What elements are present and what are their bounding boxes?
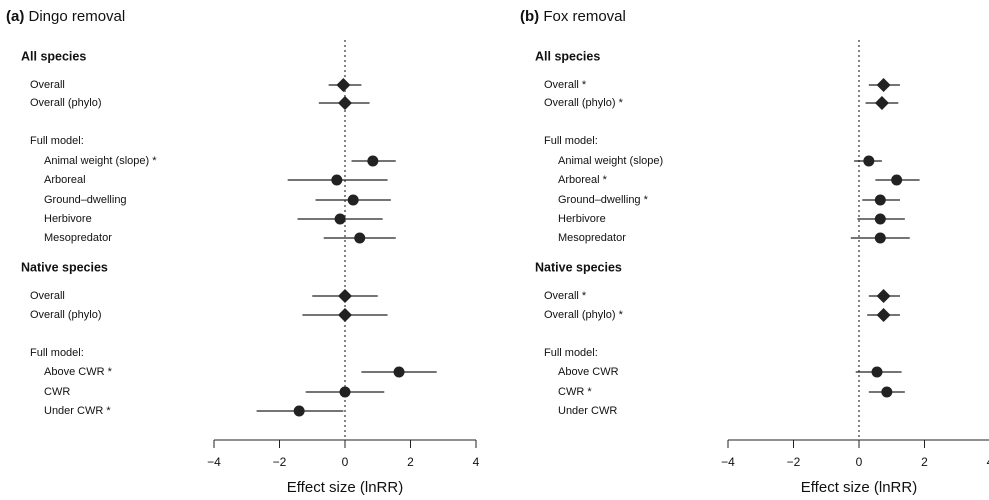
estimate-diamond: [876, 289, 891, 303]
estimate-point: [874, 213, 886, 225]
estimate-point: [871, 366, 883, 378]
estimate-diamond: [874, 96, 889, 110]
row-label: Overall (phylo): [30, 309, 102, 321]
row-label: Overall *: [544, 79, 587, 91]
estimate-diamond: [338, 96, 352, 110]
x-tick-label: −4: [721, 455, 735, 469]
row-label: Full model:: [30, 135, 84, 147]
estimate-diamond: [336, 78, 351, 92]
x-axis-label: Effect size (lnRR): [287, 479, 403, 496]
row-label: Overall: [30, 79, 65, 91]
x-tick-label: −2: [273, 455, 287, 469]
row-label: Mesopredator: [44, 232, 112, 244]
panel-title: (a) Dingo removal: [6, 8, 125, 25]
estimate-point: [874, 194, 886, 206]
x-tick-label: −4: [207, 455, 221, 469]
estimate-point: [863, 155, 875, 167]
x-tick-label: 2: [407, 455, 414, 469]
estimate-diamond: [876, 308, 891, 322]
panel-title: (b) Fox removal: [520, 8, 626, 25]
estimate-diamond: [338, 289, 352, 303]
estimate-point: [367, 155, 379, 167]
estimate-point: [339, 386, 351, 398]
x-tick-label: 4: [473, 455, 480, 469]
group-header: All species: [535, 49, 600, 63]
row-label: Under CWR: [558, 405, 617, 417]
row-label: CWR *: [558, 386, 592, 398]
estimate-point: [334, 213, 346, 225]
estimate-point: [347, 194, 359, 206]
x-axis-label: Effect size (lnRR): [801, 479, 917, 496]
panel-label: (b): [520, 8, 539, 25]
estimate-point: [881, 386, 893, 398]
row-label: Full model:: [30, 347, 84, 359]
row-label: CWR: [44, 386, 70, 398]
estimate-point: [331, 174, 343, 186]
x-tick-label: 4: [987, 455, 989, 469]
title: Dingo removal: [29, 8, 126, 25]
estimate-point: [874, 232, 886, 244]
panel-label: (a): [6, 8, 24, 25]
row-label: Animal weight (slope): [558, 155, 663, 167]
x-tick-label: 0: [342, 455, 349, 469]
estimate-point: [393, 366, 405, 378]
group-header: All species: [21, 49, 86, 63]
x-tick-label: −2: [787, 455, 801, 469]
row-label: Overall: [30, 290, 65, 302]
row-label: Full model:: [544, 135, 598, 147]
estimate-point: [891, 174, 903, 186]
group-header: Native species: [535, 260, 622, 274]
row-label: Arboreal: [44, 174, 86, 186]
row-label: Under CWR *: [44, 405, 111, 417]
x-tick-label: 2: [921, 455, 928, 469]
row-label: Herbivore: [558, 213, 606, 225]
row-label: Overall (phylo) *: [544, 97, 624, 109]
row-label: Overall (phylo) *: [544, 309, 624, 321]
row-label: Mesopredator: [558, 232, 626, 244]
title: Fox removal: [543, 8, 626, 25]
group-header: Native species: [21, 260, 108, 274]
row-label: Ground–dwelling: [44, 194, 127, 206]
x-tick-label: 0: [856, 455, 863, 469]
row-label: Arboreal *: [558, 174, 608, 186]
estimate-point: [354, 232, 366, 244]
row-label: Ground–dwelling *: [558, 194, 649, 206]
row-label: Overall *: [544, 290, 587, 302]
row-label: Above CWR *: [44, 366, 113, 378]
estimate-diamond: [338, 308, 352, 322]
row-label: Herbivore: [44, 213, 92, 225]
estimate-point: [293, 405, 305, 417]
row-label: Animal weight (slope) *: [44, 155, 157, 167]
estimate-diamond: [876, 78, 891, 92]
row-label: Above CWR: [558, 366, 619, 378]
row-label: Overall (phylo): [30, 97, 102, 109]
row-label: Full model:: [544, 347, 598, 359]
